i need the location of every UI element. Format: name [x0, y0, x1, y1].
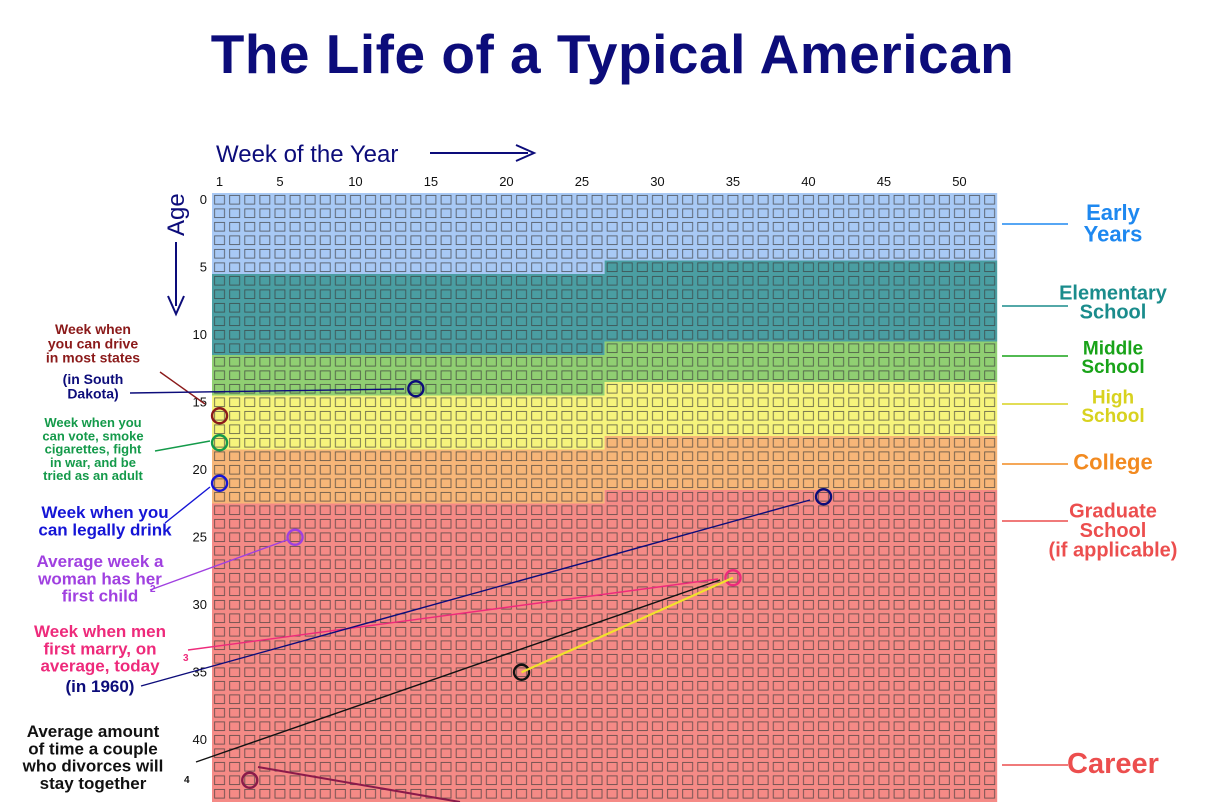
annotation-leader	[164, 486, 211, 524]
annotation-label: Average week a woman has her first child	[37, 552, 164, 606]
y-tick-label: 40	[193, 732, 207, 747]
annotation-marker	[210, 474, 229, 492]
stage-label: Graduate School (if applicable)	[1049, 501, 1178, 562]
stage-label: Career	[1067, 748, 1159, 780]
annotation-leader	[140, 499, 811, 687]
annotation-footnote: 3	[183, 653, 189, 664]
annotation-leader	[129, 388, 405, 394]
annotation-label: Average amount of time a couple who divorc…	[22, 722, 164, 793]
annotation-marker	[512, 663, 531, 681]
y-axis-label: Age	[163, 193, 190, 236]
duration-segment	[521, 576, 734, 674]
annotation-marker	[210, 434, 229, 452]
y-tick-label: 5	[200, 260, 207, 275]
y-tick-label: 35	[193, 665, 207, 680]
annotation-footnote: 4	[184, 775, 190, 786]
annotation-footnote: 2	[150, 584, 156, 595]
x-tick-label: 35	[726, 174, 740, 189]
y-axis-arrowhead	[167, 295, 185, 317]
week-grid	[212, 193, 998, 802]
y-tick-label: 10	[193, 327, 207, 342]
annotation-labels: Week when you can drive in most states (in …	[22, 321, 190, 793]
stage-label: Middle School	[1081, 338, 1144, 377]
y-tick-label: 20	[193, 462, 207, 477]
x-tick-label: 5	[276, 174, 283, 189]
annotation-label: Week when you can legally drink	[38, 503, 172, 539]
y-tick-label: 25	[193, 530, 207, 545]
x-axis-arrowhead	[515, 144, 537, 162]
x-tick-label: 45	[877, 174, 891, 189]
x-tick-label: 15	[424, 174, 438, 189]
annotation-marker	[241, 771, 259, 789]
x-axis-label: Week of the Year	[216, 141, 398, 168]
annotation-marker	[286, 528, 304, 546]
annotation-leader	[149, 539, 288, 591]
stage-labels: Early Years Elementary School Middle School Hi…	[1002, 200, 1177, 780]
x-tick-label: 40	[801, 174, 815, 189]
annotation-marker	[724, 569, 742, 587]
annotation-label: (in South Dakota)	[63, 371, 124, 401]
x-tick-label: 50	[952, 174, 966, 189]
annotation-leader	[195, 579, 721, 763]
annotation-lines	[129, 371, 833, 802]
chart-title: The Life of a Typical American	[210, 23, 1015, 85]
x-tick-label: 25	[575, 174, 589, 189]
annotation-marker	[210, 407, 229, 425]
stage-label: Elementary School	[1059, 282, 1168, 323]
annotation-leader	[257, 766, 461, 802]
annotation-marker	[814, 488, 833, 506]
annotation-leader	[159, 371, 206, 405]
stage-label: High School	[1081, 387, 1144, 426]
annotation-label: Week when you can vote, smoke cigarettes, …	[42, 415, 143, 483]
annotation-label: Week when men first marry, on average, tod…	[34, 622, 166, 676]
y-tick-label: 45	[193, 800, 207, 802]
x-tick-label: 1	[216, 174, 223, 189]
y-tick-label: 30	[193, 597, 207, 612]
x-tick-label: 30	[650, 174, 664, 189]
x-tick-label: 10	[348, 174, 362, 189]
annotation-marker	[407, 380, 425, 398]
stage-label: Early Years	[1084, 200, 1143, 246]
stage-label: College	[1073, 450, 1152, 475]
annotation-label: Week when you can drive in most states	[46, 321, 140, 366]
y-tick-label: 0	[200, 192, 207, 207]
annotation-leader	[154, 440, 211, 452]
annotation-label: (in 1960)	[66, 677, 135, 696]
x-tick-label: 20	[499, 174, 513, 189]
annotation-leader	[187, 578, 719, 651]
week-grid-cells	[212, 193, 998, 802]
